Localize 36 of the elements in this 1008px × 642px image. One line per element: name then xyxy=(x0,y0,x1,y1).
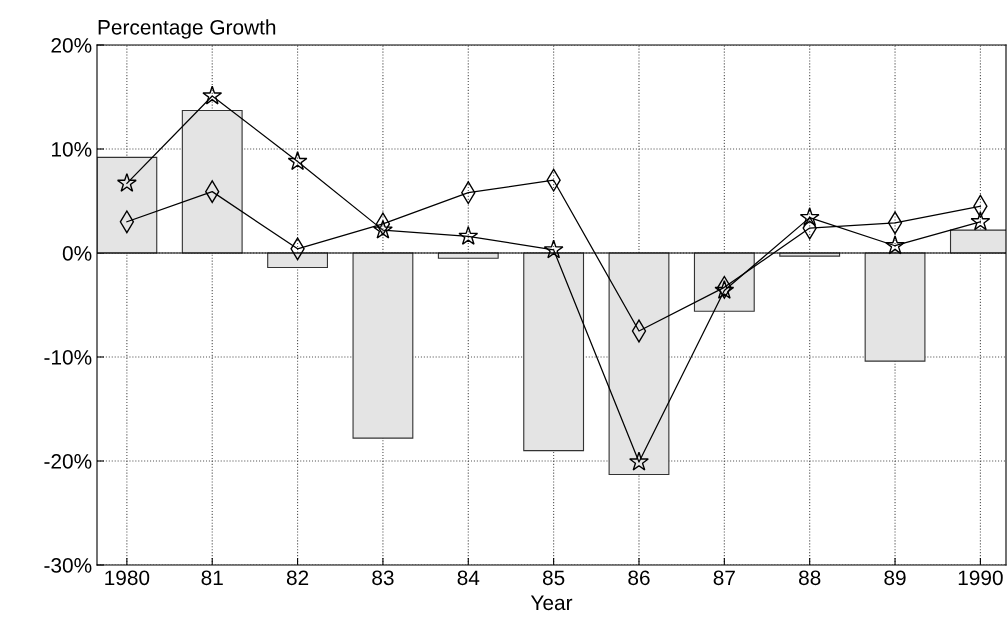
point xyxy=(970,211,991,231)
y-tick-label: -20% xyxy=(44,454,92,469)
y-tick-label: 0% xyxy=(62,246,92,261)
y-tick-label: -30% xyxy=(44,558,92,573)
point xyxy=(799,207,820,227)
x-tick-label: 85 xyxy=(542,570,565,586)
x-axis-title: Year xyxy=(530,595,573,611)
bar xyxy=(352,252,414,439)
bar xyxy=(693,252,755,312)
y-tick-label: 10% xyxy=(52,142,92,157)
y-tick-label: -10% xyxy=(44,350,92,365)
bar xyxy=(864,252,926,362)
point xyxy=(202,85,223,105)
x-tick-label: 86 xyxy=(628,570,650,586)
x-tick-label: 1990 xyxy=(958,570,1003,586)
x-tick-label: 82 xyxy=(286,570,309,586)
x-tick-label: 87 xyxy=(713,570,735,586)
x-tick-label: 88 xyxy=(799,570,821,586)
bar xyxy=(523,252,585,452)
bar xyxy=(608,252,670,476)
point xyxy=(116,172,137,192)
y-tick-label: 20% xyxy=(51,38,92,53)
point xyxy=(885,235,905,255)
x-tick-label: 1980 xyxy=(105,570,150,586)
point xyxy=(629,451,649,471)
x-tick-label: 83 xyxy=(372,570,394,586)
x-tick-label: 84 xyxy=(457,570,480,586)
y-axis-title: Percentage Growth xyxy=(98,19,276,39)
x-tick-label: 81 xyxy=(201,570,223,586)
point xyxy=(458,225,479,245)
bar xyxy=(97,156,158,254)
point xyxy=(543,239,564,259)
bar xyxy=(181,109,243,254)
point xyxy=(287,151,308,171)
x-tick-label: 89 xyxy=(884,570,906,586)
point xyxy=(372,219,393,239)
